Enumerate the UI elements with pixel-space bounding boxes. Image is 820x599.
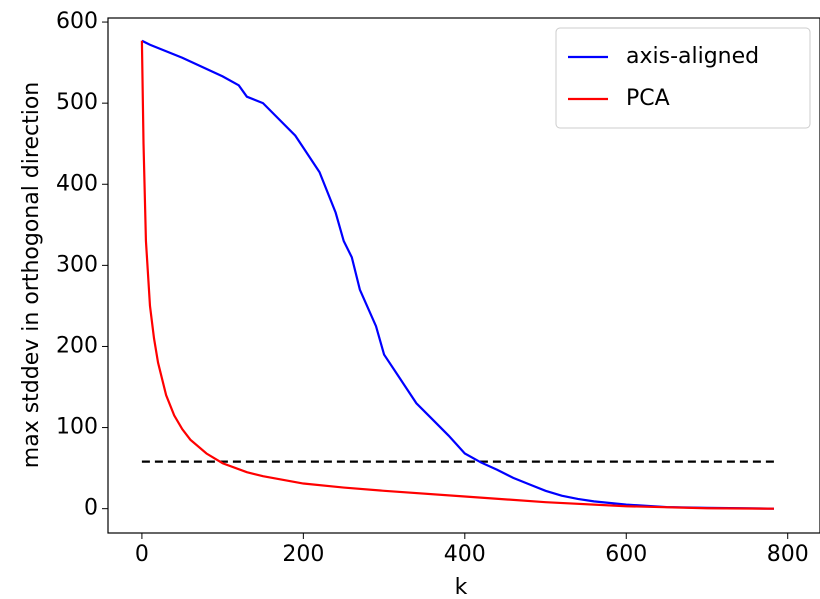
y-tick-label: 300 xyxy=(56,252,98,277)
y-axis-label: max stddev in orthogonal direction xyxy=(19,82,44,468)
legend-label: axis-aligned xyxy=(626,44,759,69)
y-tick-label: 200 xyxy=(56,333,98,358)
legend-box xyxy=(555,27,811,129)
x-tick-label: 200 xyxy=(282,542,324,567)
y-tick-label: 0 xyxy=(84,496,98,521)
series-line xyxy=(140,40,774,510)
plot-frame xyxy=(107,17,820,534)
y-tick-label: 500 xyxy=(56,90,98,115)
series-line xyxy=(141,39,775,510)
x-tick-label: 0 xyxy=(135,542,149,567)
y-tick-label: 100 xyxy=(56,415,98,440)
x-axis-label: k xyxy=(455,575,468,599)
x-tick-label: 600 xyxy=(605,542,647,567)
legend-label: PCA xyxy=(626,86,670,111)
y-tick-label: 600 xyxy=(56,9,98,34)
y-tick-label: 400 xyxy=(56,171,98,196)
x-tick-label: 800 xyxy=(767,542,809,567)
x-tick-label: 400 xyxy=(444,542,486,567)
